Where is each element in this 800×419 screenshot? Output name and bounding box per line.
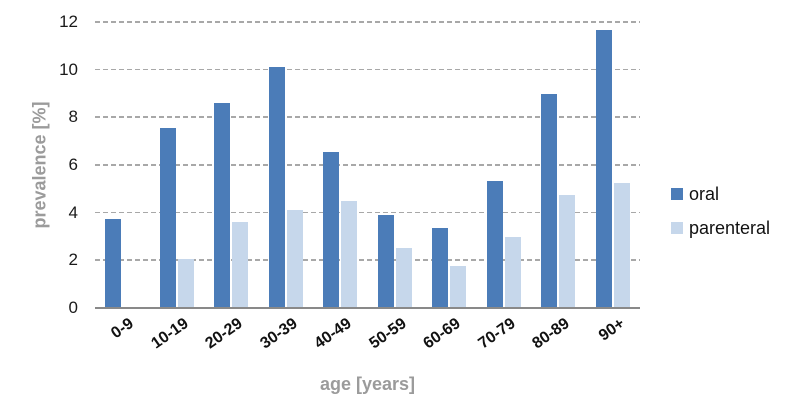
bar-oral-50-59 xyxy=(377,215,394,308)
bar-parenteral-10-19 xyxy=(177,259,194,308)
bar-parenteral-70-79 xyxy=(504,236,521,308)
legend: oral parenteral xyxy=(671,184,770,238)
x-tick-label-40-49: 40-49 xyxy=(311,315,356,353)
y-tick-label-6: 6 xyxy=(68,155,78,174)
legend-swatch-oral xyxy=(671,188,683,200)
y-tick-label-12: 12 xyxy=(59,12,78,31)
plot-area xyxy=(95,21,640,309)
bar-parenteral-50-59 xyxy=(395,248,412,308)
bars-container xyxy=(95,22,640,308)
bar-parenteral-90+ xyxy=(613,182,630,308)
legend-label-oral: oral xyxy=(689,183,720,204)
x-tick-label-90+: 90+ xyxy=(595,315,628,345)
x-tick-label-30-39: 30-39 xyxy=(257,315,301,353)
gridline-12 xyxy=(95,21,640,23)
x-tick-label-20-29: 20-29 xyxy=(202,315,247,353)
bar-group-30-39 xyxy=(259,67,314,308)
bar-group-40-49 xyxy=(313,151,368,308)
bar-parenteral-80-89 xyxy=(559,194,576,308)
y-tick-label-0: 0 xyxy=(68,298,78,317)
x-axis-line xyxy=(95,307,640,309)
legend-swatch-parenteral xyxy=(671,222,683,234)
gridline-4 xyxy=(95,211,640,214)
bar-oral-60-69 xyxy=(432,228,449,308)
bar-oral-90+ xyxy=(595,30,612,308)
bar-group-0-9 xyxy=(95,218,150,308)
bar-oral-40-49 xyxy=(323,151,340,308)
bar-oral-30-39 xyxy=(268,67,285,308)
bar-parenteral-30-39 xyxy=(286,210,303,308)
bar-group-60-69 xyxy=(422,228,477,308)
x-tick-label-0-9: 0-9 xyxy=(108,315,138,343)
bar-group-70-79 xyxy=(477,180,532,308)
bar-oral-20-29 xyxy=(214,103,231,308)
bar-oral-0-9 xyxy=(105,218,122,308)
x-tick-label-60-69: 60-69 xyxy=(420,315,465,353)
bar-group-90+ xyxy=(586,30,641,308)
x-tick-label-70-79: 70-79 xyxy=(475,315,519,353)
bar-parenteral-20-29 xyxy=(232,222,249,308)
y-tick-label-10: 10 xyxy=(59,59,78,79)
bar-parenteral-60-69 xyxy=(450,266,467,308)
legend-item-oral: oral xyxy=(671,184,770,204)
x-tick-label-50-59: 50-59 xyxy=(366,315,410,353)
bar-group-10-19 xyxy=(150,128,205,308)
legend-label-parenteral: parenteral xyxy=(689,217,771,238)
y-tick-label-2: 2 xyxy=(68,250,78,270)
bar-group-50-59 xyxy=(368,215,423,308)
gridline-2 xyxy=(95,259,640,261)
bar-oral-80-89 xyxy=(541,93,558,308)
x-tick-label-80-89: 80-89 xyxy=(529,315,574,353)
bar-group-20-29 xyxy=(204,103,259,308)
bar-parenteral-40-49 xyxy=(341,200,358,308)
bar-oral-10-19 xyxy=(159,128,176,308)
bar-group-80-89 xyxy=(531,93,586,308)
gridline-8 xyxy=(95,116,640,118)
gridline-10 xyxy=(95,68,640,71)
gridline-6 xyxy=(95,164,640,166)
x-axis-title: age [years] xyxy=(319,374,416,394)
y-tick-label-8: 8 xyxy=(68,107,78,127)
y-tick-label-4: 4 xyxy=(68,202,78,222)
x-tick-label-10-19: 10-19 xyxy=(148,315,192,353)
legend-item-parenteral: parenteral xyxy=(671,218,770,238)
bar-oral-70-79 xyxy=(486,180,503,308)
